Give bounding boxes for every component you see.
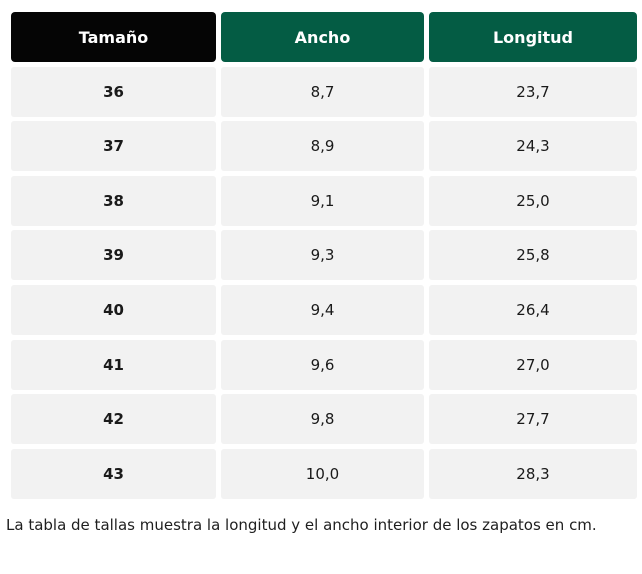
cell-length: 25,8	[429, 230, 637, 281]
cell-length: 27,0	[429, 339, 637, 390]
header-length: Longitud	[429, 12, 637, 62]
header-width: Ancho	[221, 12, 424, 62]
cell-size: 38	[11, 175, 216, 226]
cell-width: 8,7	[221, 66, 424, 117]
cell-width: 10,0	[221, 448, 424, 499]
cell-length: 27,7	[429, 394, 637, 445]
cell-length: 23,7	[429, 66, 637, 117]
cell-width: 9,6	[221, 339, 424, 390]
cell-size: 39	[11, 230, 216, 281]
cell-size: 36	[11, 66, 216, 117]
cell-length: 25,0	[429, 175, 637, 226]
size-table-caption: La tabla de tallas muestra la longitud y…	[6, 516, 597, 534]
size-table: Tamaño Ancho Longitud 36 8,7 23,7 37 8,9…	[11, 12, 637, 499]
cell-size: 41	[11, 339, 216, 390]
cell-length: 28,3	[429, 448, 637, 499]
cell-size: 42	[11, 394, 216, 445]
cell-width: 9,3	[221, 230, 424, 281]
cell-width: 9,1	[221, 175, 424, 226]
cell-width: 9,4	[221, 284, 424, 335]
cell-width: 9,8	[221, 394, 424, 445]
cell-width: 8,9	[221, 121, 424, 172]
cell-size: 43	[11, 448, 216, 499]
cell-size: 37	[11, 121, 216, 172]
cell-length: 24,3	[429, 121, 637, 172]
cell-size: 40	[11, 284, 216, 335]
header-size: Tamaño	[11, 12, 216, 62]
cell-length: 26,4	[429, 284, 637, 335]
